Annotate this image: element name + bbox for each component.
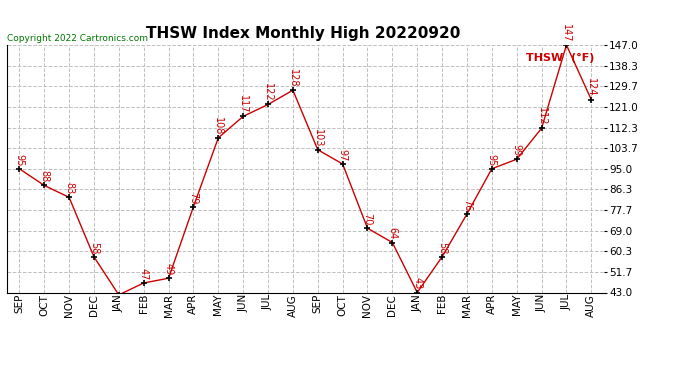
Text: 88: 88 — [39, 170, 49, 183]
Text: 99: 99 — [512, 144, 522, 156]
Text: THSW Index Monthly High 20220920: THSW Index Monthly High 20220920 — [146, 26, 461, 41]
Text: 47: 47 — [139, 268, 148, 280]
Text: 42: 42 — [0, 374, 1, 375]
Text: 76: 76 — [462, 199, 472, 211]
Text: 103: 103 — [313, 129, 323, 147]
Text: 112: 112 — [537, 107, 546, 126]
Text: 122: 122 — [263, 83, 273, 102]
Text: 43: 43 — [412, 278, 422, 290]
Text: 64: 64 — [387, 228, 397, 240]
Text: 95: 95 — [14, 154, 24, 166]
Text: Copyright 2022 Cartronics.com: Copyright 2022 Cartronics.com — [7, 34, 148, 43]
Text: 79: 79 — [188, 192, 199, 204]
Text: 128: 128 — [288, 69, 298, 87]
Text: 97: 97 — [337, 149, 348, 161]
Text: 95: 95 — [487, 154, 497, 166]
Text: 49: 49 — [164, 263, 174, 276]
Text: 83: 83 — [64, 182, 74, 195]
Text: 58: 58 — [437, 242, 447, 254]
Text: 58: 58 — [89, 242, 99, 254]
Text: 124: 124 — [586, 78, 596, 97]
Text: THSW  (°F): THSW (°F) — [526, 53, 595, 63]
Text: 108: 108 — [213, 117, 224, 135]
Text: 117: 117 — [238, 95, 248, 114]
Text: 147: 147 — [562, 24, 571, 42]
Text: 70: 70 — [362, 213, 373, 225]
